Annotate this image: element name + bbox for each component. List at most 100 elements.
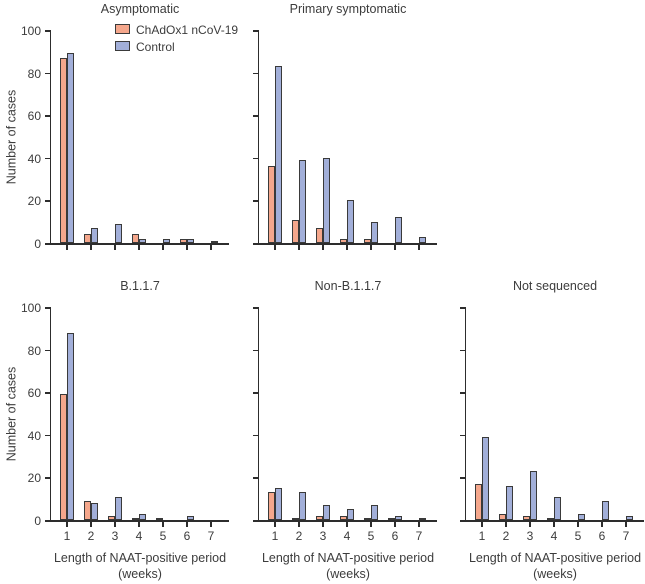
x-tick-label-b-1-1-7-4: 4 (135, 529, 143, 543)
bar-control-week-4 (347, 509, 354, 520)
y-tick-primary-symptomatic-20 (252, 200, 258, 202)
bar-chadox1-ncov-19-week-1 (268, 492, 275, 520)
y-axis-asymptomatic (49, 30, 51, 245)
bar-control-week-7 (419, 517, 426, 520)
y-tick-asymptomatic-20 (44, 200, 50, 202)
bar-chadox1-ncov-19-week-1 (60, 394, 67, 520)
y-axis-primary-symptomatic (257, 30, 259, 245)
bar-chadox1-ncov-19-week-3 (316, 228, 323, 243)
bar-control-week-1 (275, 66, 282, 243)
y-tick-label-asymptomatic-20: 20 (27, 194, 41, 209)
bar-control-week-1 (482, 436, 489, 520)
y-tick-non-b-1-1-7-80 (252, 349, 258, 352)
x-tick-b-1-1-7-5 (162, 521, 164, 527)
y-tick-not-sequenced-80 (459, 349, 465, 352)
bar-control-week-6 (395, 217, 402, 243)
x-axis-label-non-b-1-1-7: Length of NAAT-positive period (261, 551, 435, 565)
bar-chadox1-ncov-19-week-1 (268, 166, 275, 243)
x-tick-primary-symptomatic-3 (322, 244, 324, 250)
x-tick-label-b-1-1-7-3: 3 (111, 529, 119, 543)
x-tick-primary-symptomatic-1 (274, 244, 276, 250)
x-tick-b-1-1-7-2 (90, 521, 92, 527)
x-tick-primary-symptomatic-5 (370, 244, 372, 250)
y-tick-label-asymptomatic-100: 100 (20, 24, 41, 38)
x-axis-primary-symptomatic (257, 243, 437, 245)
bar-control-week-5 (371, 221, 378, 243)
x-tick-b-1-1-7-1 (66, 521, 68, 527)
y-tick-primary-symptomatic-40 (252, 157, 258, 160)
bar-control-week-4 (554, 496, 561, 520)
bar-chadox1-ncov-19-week-6 (180, 238, 187, 243)
x-tick-non-b-1-1-7-4 (346, 521, 348, 527)
bar-chadox1-ncov-19-week-3 (316, 515, 323, 520)
bar-control-week-3 (323, 505, 330, 520)
y-tick-primary-symptomatic-80 (252, 72, 258, 75)
x-tick-non-b-1-1-7-3 (322, 521, 324, 527)
y-axis-label-b-1-1-7: Number of cases (4, 366, 18, 461)
y-tick-non-b-1-1-7-20 (252, 477, 258, 479)
x-tick-non-b-1-1-7-1 (274, 521, 276, 527)
x-tick-label-not-sequenced-2: 2 (502, 529, 510, 543)
y-tick-primary-symptomatic-100 (252, 30, 258, 32)
bar-control-week-1 (67, 332, 74, 520)
legend-item-chadox1-ncov-19: ChAdOx1 nCoV-19 (115, 23, 255, 37)
y-tick-not-sequenced-0 (459, 520, 465, 522)
panel-title-non-b-1-1-7: Non-B.1.1.7 (314, 279, 382, 293)
y-tick-asymptomatic-80 (44, 72, 50, 75)
x-axis-label-units-b-1-1-7: (weeks) (118, 567, 162, 581)
x-tick-non-b-1-1-7-5 (370, 521, 372, 527)
y-tick-primary-symptomatic-60 (252, 115, 258, 117)
x-tick-label-non-b-1-1-7-7: 7 (415, 529, 423, 543)
y-tick-label-asymptomatic-80: 80 (27, 66, 41, 81)
legend-item-control: Control (115, 40, 255, 54)
x-axis-label-units-not-sequenced: (weeks) (533, 567, 577, 581)
x-tick-asymptomatic-3 (114, 244, 116, 250)
bar-control-week-3 (115, 223, 122, 243)
y-tick-label-b-1-1-7-80: 80 (27, 343, 41, 358)
bar-chadox1-ncov-19-week-4 (132, 517, 139, 520)
bar-control-week-3 (323, 157, 330, 243)
x-tick-asymptomatic-6 (186, 244, 188, 250)
y-tick-label-asymptomatic-40: 40 (27, 151, 41, 166)
x-tick-label-not-sequenced-1: 1 (478, 529, 486, 543)
x-tick-non-b-1-1-7-6 (394, 521, 396, 527)
y-tick-b-1-1-7-20 (44, 477, 50, 479)
x-tick-label-non-b-1-1-7-2: 2 (295, 529, 303, 543)
bar-chadox1-ncov-19-week-2 (499, 513, 506, 520)
bar-chadox1-ncov-19-week-5 (364, 517, 371, 520)
panel-title-primary-symptomatic: Primary symptomatic (289, 2, 407, 16)
x-tick-b-1-1-7-4 (138, 521, 140, 527)
y-axis-b-1-1-7 (49, 307, 51, 522)
x-axis-not-sequenced (464, 520, 644, 522)
y-tick-label-b-1-1-7-0: 0 (34, 514, 41, 528)
y-tick-asymptomatic-0 (44, 243, 50, 245)
x-tick-label-b-1-1-7-7: 7 (207, 529, 215, 543)
bar-control-week-3 (115, 496, 122, 520)
bar-control-week-6 (187, 238, 194, 243)
x-tick-not-sequenced-1 (481, 521, 483, 527)
x-tick-not-sequenced-2 (505, 521, 507, 527)
y-tick-label-b-1-1-7-20: 20 (27, 471, 41, 486)
y-axis-not-sequenced (464, 307, 466, 522)
bar-control-week-2 (299, 492, 306, 520)
y-tick-not-sequenced-40 (459, 434, 465, 437)
y-tick-asymptomatic-100 (44, 30, 50, 32)
x-axis-asymptomatic (49, 243, 229, 245)
y-tick-primary-symptomatic-0 (252, 243, 258, 245)
bar-control-week-6 (187, 515, 194, 520)
panel-title-b-1-1-7: B.1.1.7 (120, 279, 160, 293)
bar-control-week-5 (371, 505, 378, 520)
bar-chadox1-ncov-19-week-5 (156, 517, 163, 520)
x-tick-not-sequenced-7 (625, 521, 627, 527)
bar-control-week-4 (139, 513, 146, 520)
x-axis-label-b-1-1-7: Length of NAAT-positive period (53, 551, 227, 565)
x-tick-label-b-1-1-7-1: 1 (63, 529, 71, 543)
bar-chadox1-ncov-19-week-4 (340, 238, 347, 243)
panel-title-not-sequenced: Not sequenced (512, 279, 598, 293)
x-tick-label-non-b-1-1-7-3: 3 (319, 529, 327, 543)
x-tick-label-not-sequenced-7: 7 (622, 529, 630, 543)
y-tick-not-sequenced-100 (459, 307, 465, 309)
legend-swatch-chadox1-ncov-19 (115, 24, 130, 34)
x-tick-non-b-1-1-7-2 (298, 521, 300, 527)
y-tick-not-sequenced-20 (459, 477, 465, 479)
